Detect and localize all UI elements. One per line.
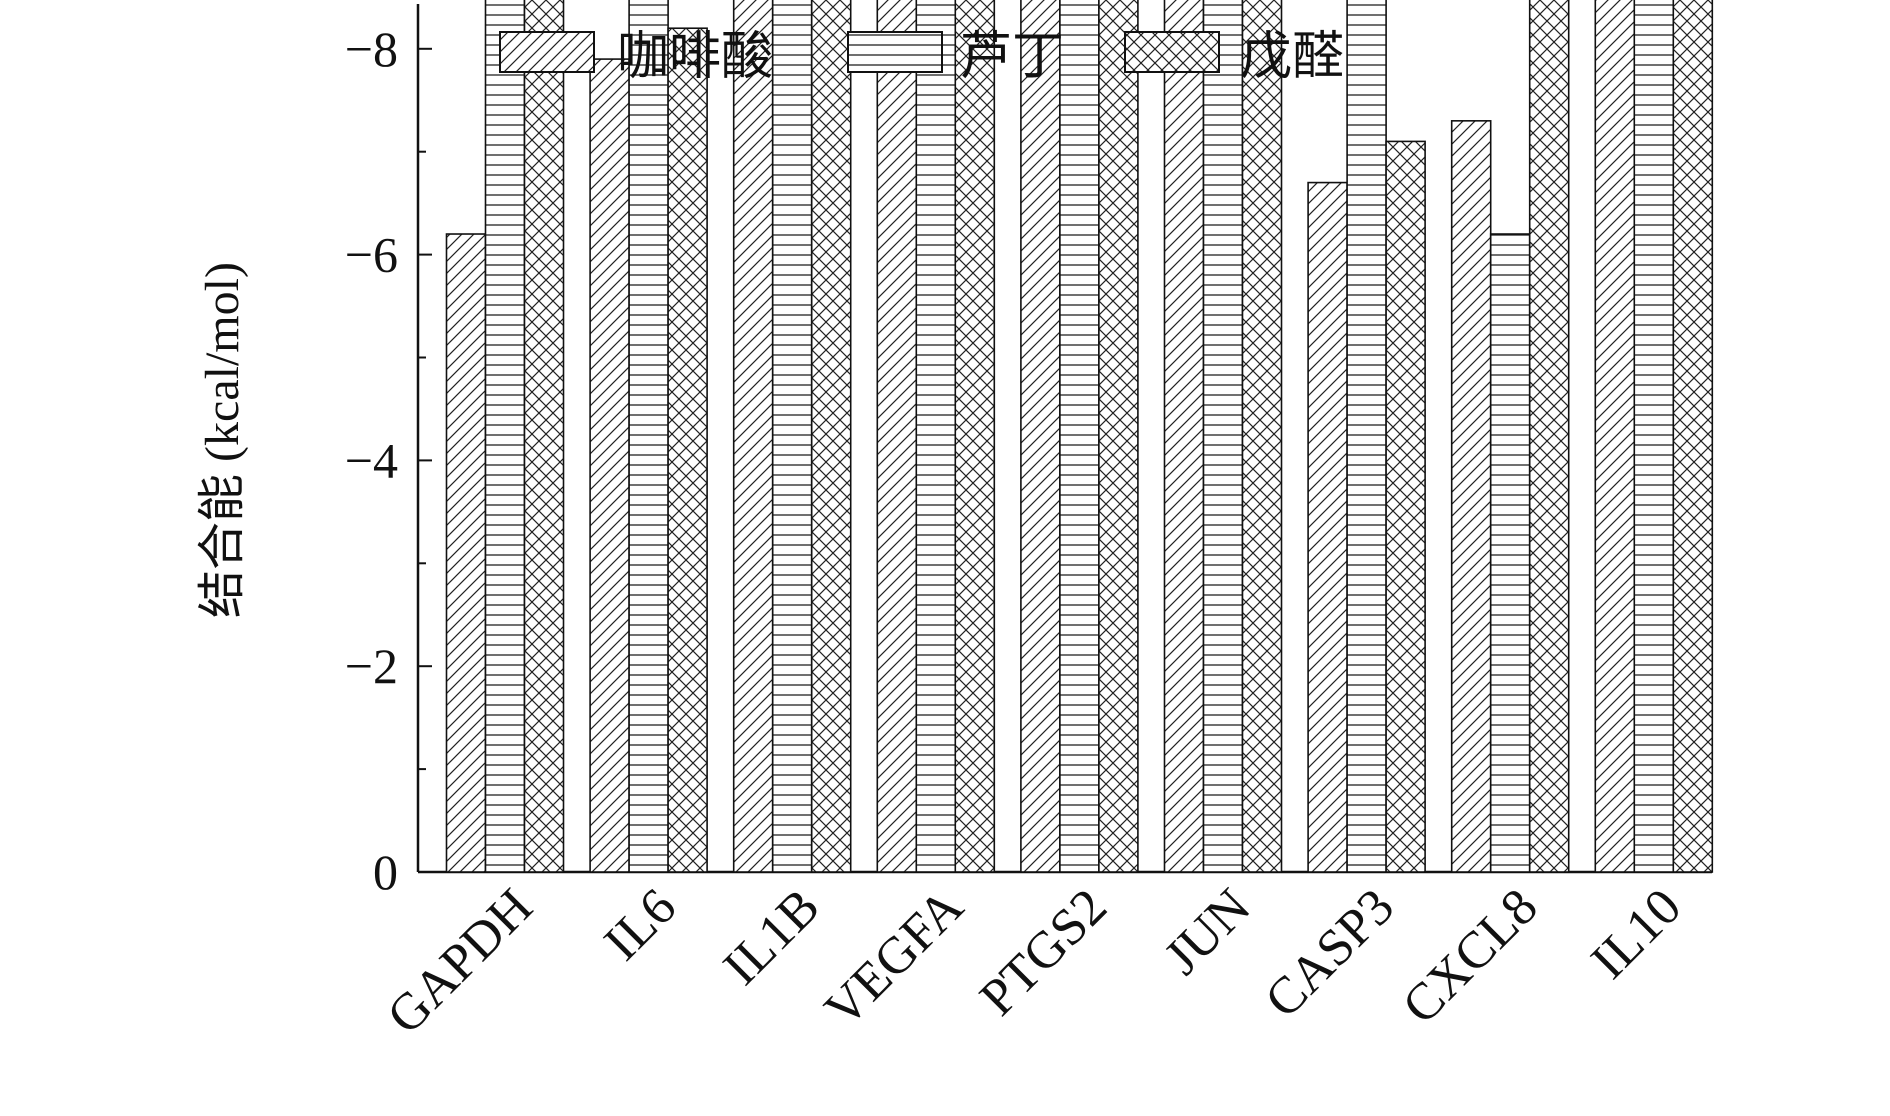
bar-vegfa-series-2 [915, 0, 957, 873]
y-tick-label: 0 [373, 844, 398, 900]
bar-jun-series-2 [1202, 0, 1244, 873]
bar-il1b-series-1 [732, 0, 774, 873]
legend-label: 戊醛 [1240, 29, 1344, 86]
legend: 咖啡酸 芦丁 戊醛 [499, 29, 1344, 86]
x-category-label: IL6 [594, 878, 687, 971]
bar-il10-series-2 [1633, 0, 1675, 873]
bar-il10-series-1 [1594, 0, 1636, 873]
x-category-label: CASP3 [1254, 878, 1405, 1029]
bar-casp3-series-3 [1385, 140, 1426, 873]
bar-cxcl8-series-3 [1528, 0, 1570, 873]
bar-cxcl8-series-1 [1450, 120, 1492, 873]
legend-swatch-3 [1124, 31, 1220, 73]
bar-il1b-series-2 [771, 0, 813, 873]
bar-vegfa-series-3 [954, 0, 996, 873]
bar-vegfa-series-1 [876, 0, 918, 873]
legend-swatch-2 [847, 31, 943, 73]
x-category-label: IL10 [1580, 878, 1692, 990]
x-category-label: PTGS2 [969, 878, 1118, 1027]
x-category-label: CXCL8 [1392, 878, 1549, 1035]
legend-label: 咖啡酸 [617, 29, 773, 86]
y-tick-label: −4 [345, 432, 398, 488]
y-tick-label: −6 [345, 227, 398, 283]
bar-ptgs2-series-3 [1098, 0, 1139, 873]
bar-gapdh-series-2 [484, 0, 526, 873]
bar-il6-series-3 [667, 27, 708, 873]
bar-ptgs2-series-1 [1020, 0, 1061, 873]
bar-casp3-series-1 [1307, 181, 1348, 873]
bar-casp3-series-2 [1346, 0, 1387, 873]
bar-cxcl8-series-2 [1489, 233, 1531, 873]
y-tick-label: −8 [345, 21, 398, 77]
bar-gapdh-series-3 [523, 0, 565, 873]
bar-il6-series-1 [589, 58, 630, 873]
bar-jun-series-1 [1163, 0, 1205, 873]
bar-jun-series-3 [1241, 0, 1283, 873]
legend-swatch-1 [499, 31, 595, 73]
bar-gapdh-series-1 [445, 233, 487, 873]
bar-il6-series-2 [628, 0, 669, 873]
y-tick-label: −2 [345, 638, 398, 694]
x-category-label: GAPDH [377, 878, 544, 1045]
bar-ptgs2-series-2 [1059, 0, 1100, 873]
bar-il1b-series-3 [810, 0, 852, 873]
y-axis-title: 结合能 (kcal/mol) [196, 262, 249, 618]
axes: 0−2−4−6−8−10−12−14−16结合能 (kcal/mol) [196, 4, 1712, 900]
x-category-label: JUN [1154, 878, 1262, 986]
x-category-label: VEGFA [814, 878, 974, 1038]
bars [445, 0, 1714, 873]
x-category-label: IL1B [713, 878, 831, 996]
legend-label: 芦丁 [960, 29, 1064, 86]
bar-il10-series-3 [1672, 0, 1714, 873]
